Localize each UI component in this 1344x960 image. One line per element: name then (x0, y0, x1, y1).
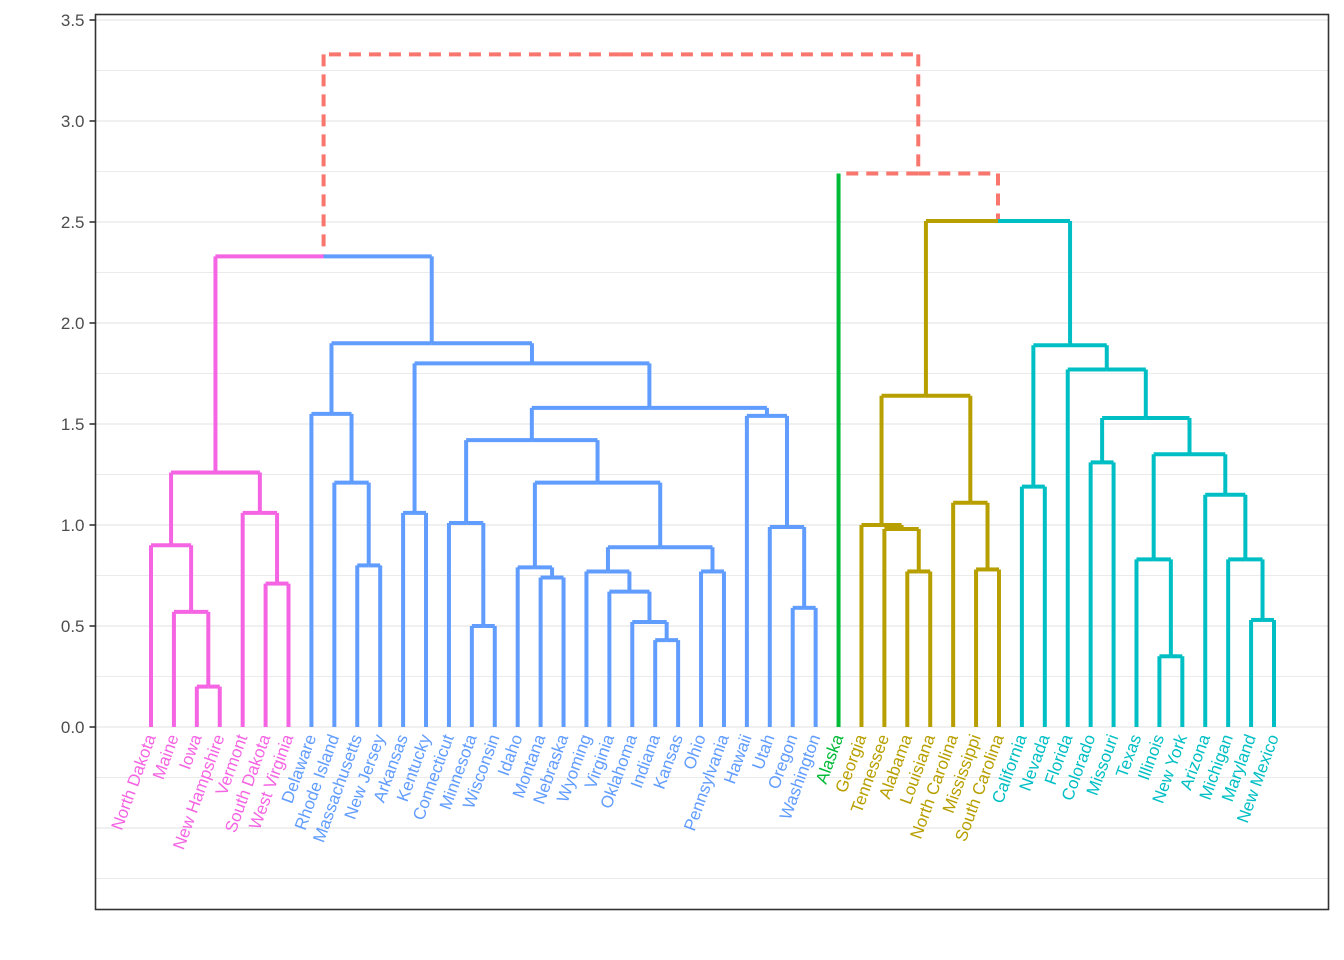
gridlines (95, 19, 1329, 879)
y-axis: 0.0 0.5 1.0 1.5 2.0 2.5 3.0 3.5 (61, 11, 96, 737)
y-tick-label: 2.0 (61, 314, 85, 333)
y-tick-label: 1.0 (61, 516, 85, 535)
y-tick-label: 0.0 (61, 718, 85, 737)
y-tick-label: 3.0 (61, 112, 85, 131)
y-tick-label: 0.5 (61, 617, 85, 636)
y-tick-label: 3.5 (61, 11, 85, 30)
y-tick-label: 1.5 (61, 415, 85, 434)
panel-border (94, 13, 1330, 911)
y-tick-label: 2.5 (61, 213, 85, 232)
dendrogram-branches (149, 52, 1276, 727)
